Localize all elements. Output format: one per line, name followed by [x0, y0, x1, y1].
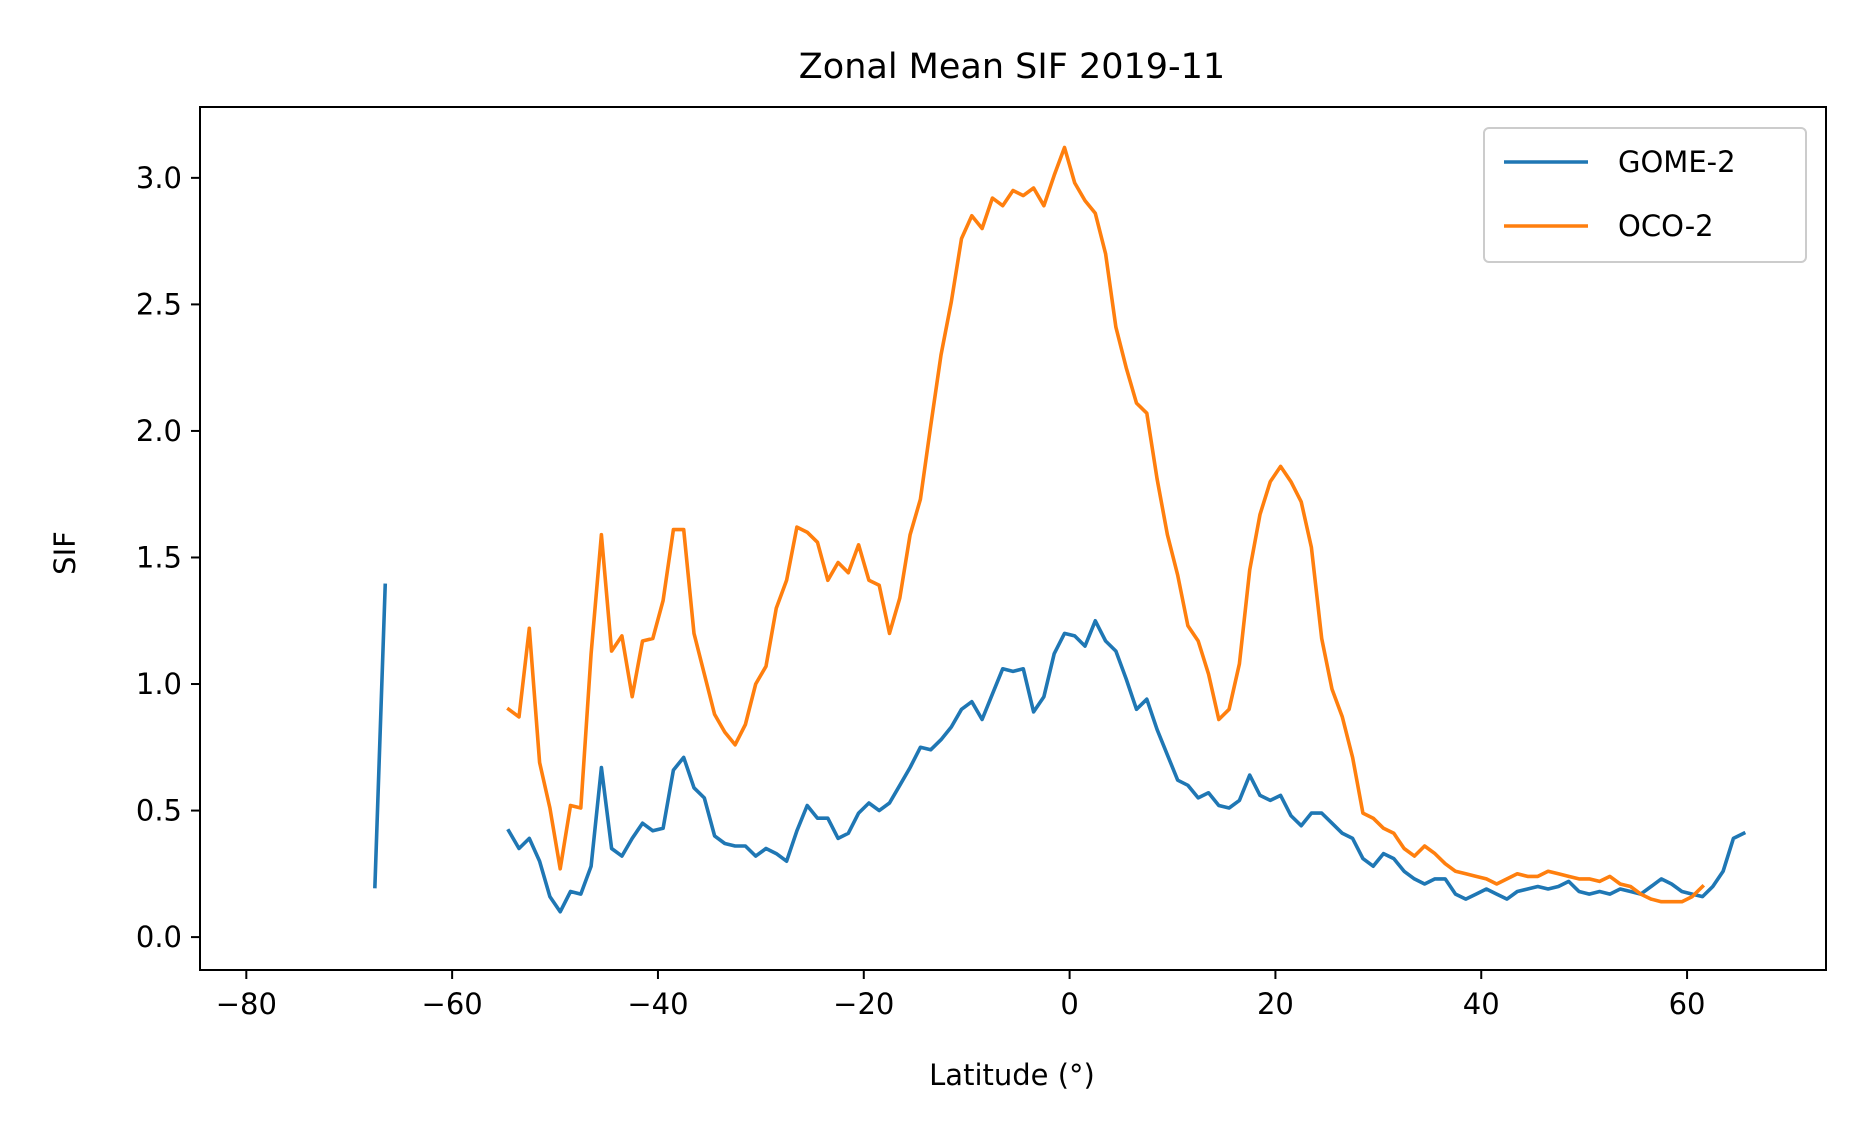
y-tick-label: 1.0 [136, 667, 182, 701]
x-tick-label: −80 [216, 987, 277, 1021]
x-tick-label: −40 [627, 987, 688, 1021]
y-axis-ticks: 0.0 0.5 1.0 1.5 2.0 2.5 3.0 [136, 161, 200, 954]
x-tick-label: −60 [422, 987, 483, 1021]
y-tick-label: 3.0 [136, 161, 182, 195]
series-line-oco2-0 [506, 145, 1706, 904]
x-tick-label: 60 [1669, 987, 1706, 1021]
series-line-gome2-0 [373, 583, 388, 889]
legend-label-oco2: OCO-2 [1618, 209, 1714, 243]
y-axis-label: SIF [48, 531, 82, 575]
x-tick-label: 40 [1463, 987, 1500, 1021]
y-tick-label: 2.5 [136, 287, 182, 321]
x-axis-label: Latitude (°) [929, 1058, 1095, 1092]
y-tick-label: 0.5 [136, 794, 182, 828]
chart-title: Zonal Mean SIF 2019-11 [799, 47, 1225, 87]
plot-lines [373, 145, 1747, 914]
y-tick-label: 1.5 [136, 540, 182, 574]
series-line-gome2-1 [506, 618, 1747, 914]
x-tick-label: 20 [1257, 987, 1294, 1021]
x-tick-label: −20 [833, 987, 894, 1021]
legend: GOME-2 OCO-2 [1483, 127, 1807, 263]
legend-label-gome2: GOME-2 [1618, 145, 1736, 179]
y-tick-label: 0.0 [136, 920, 182, 954]
y-tick-label: 2.0 [136, 414, 182, 448]
plot-frame [199, 106, 1827, 971]
x-axis-ticks: −80 −60 −40 −20 0 20 40 60 [216, 970, 1706, 1021]
x-tick-label: 0 [1060, 987, 1078, 1021]
